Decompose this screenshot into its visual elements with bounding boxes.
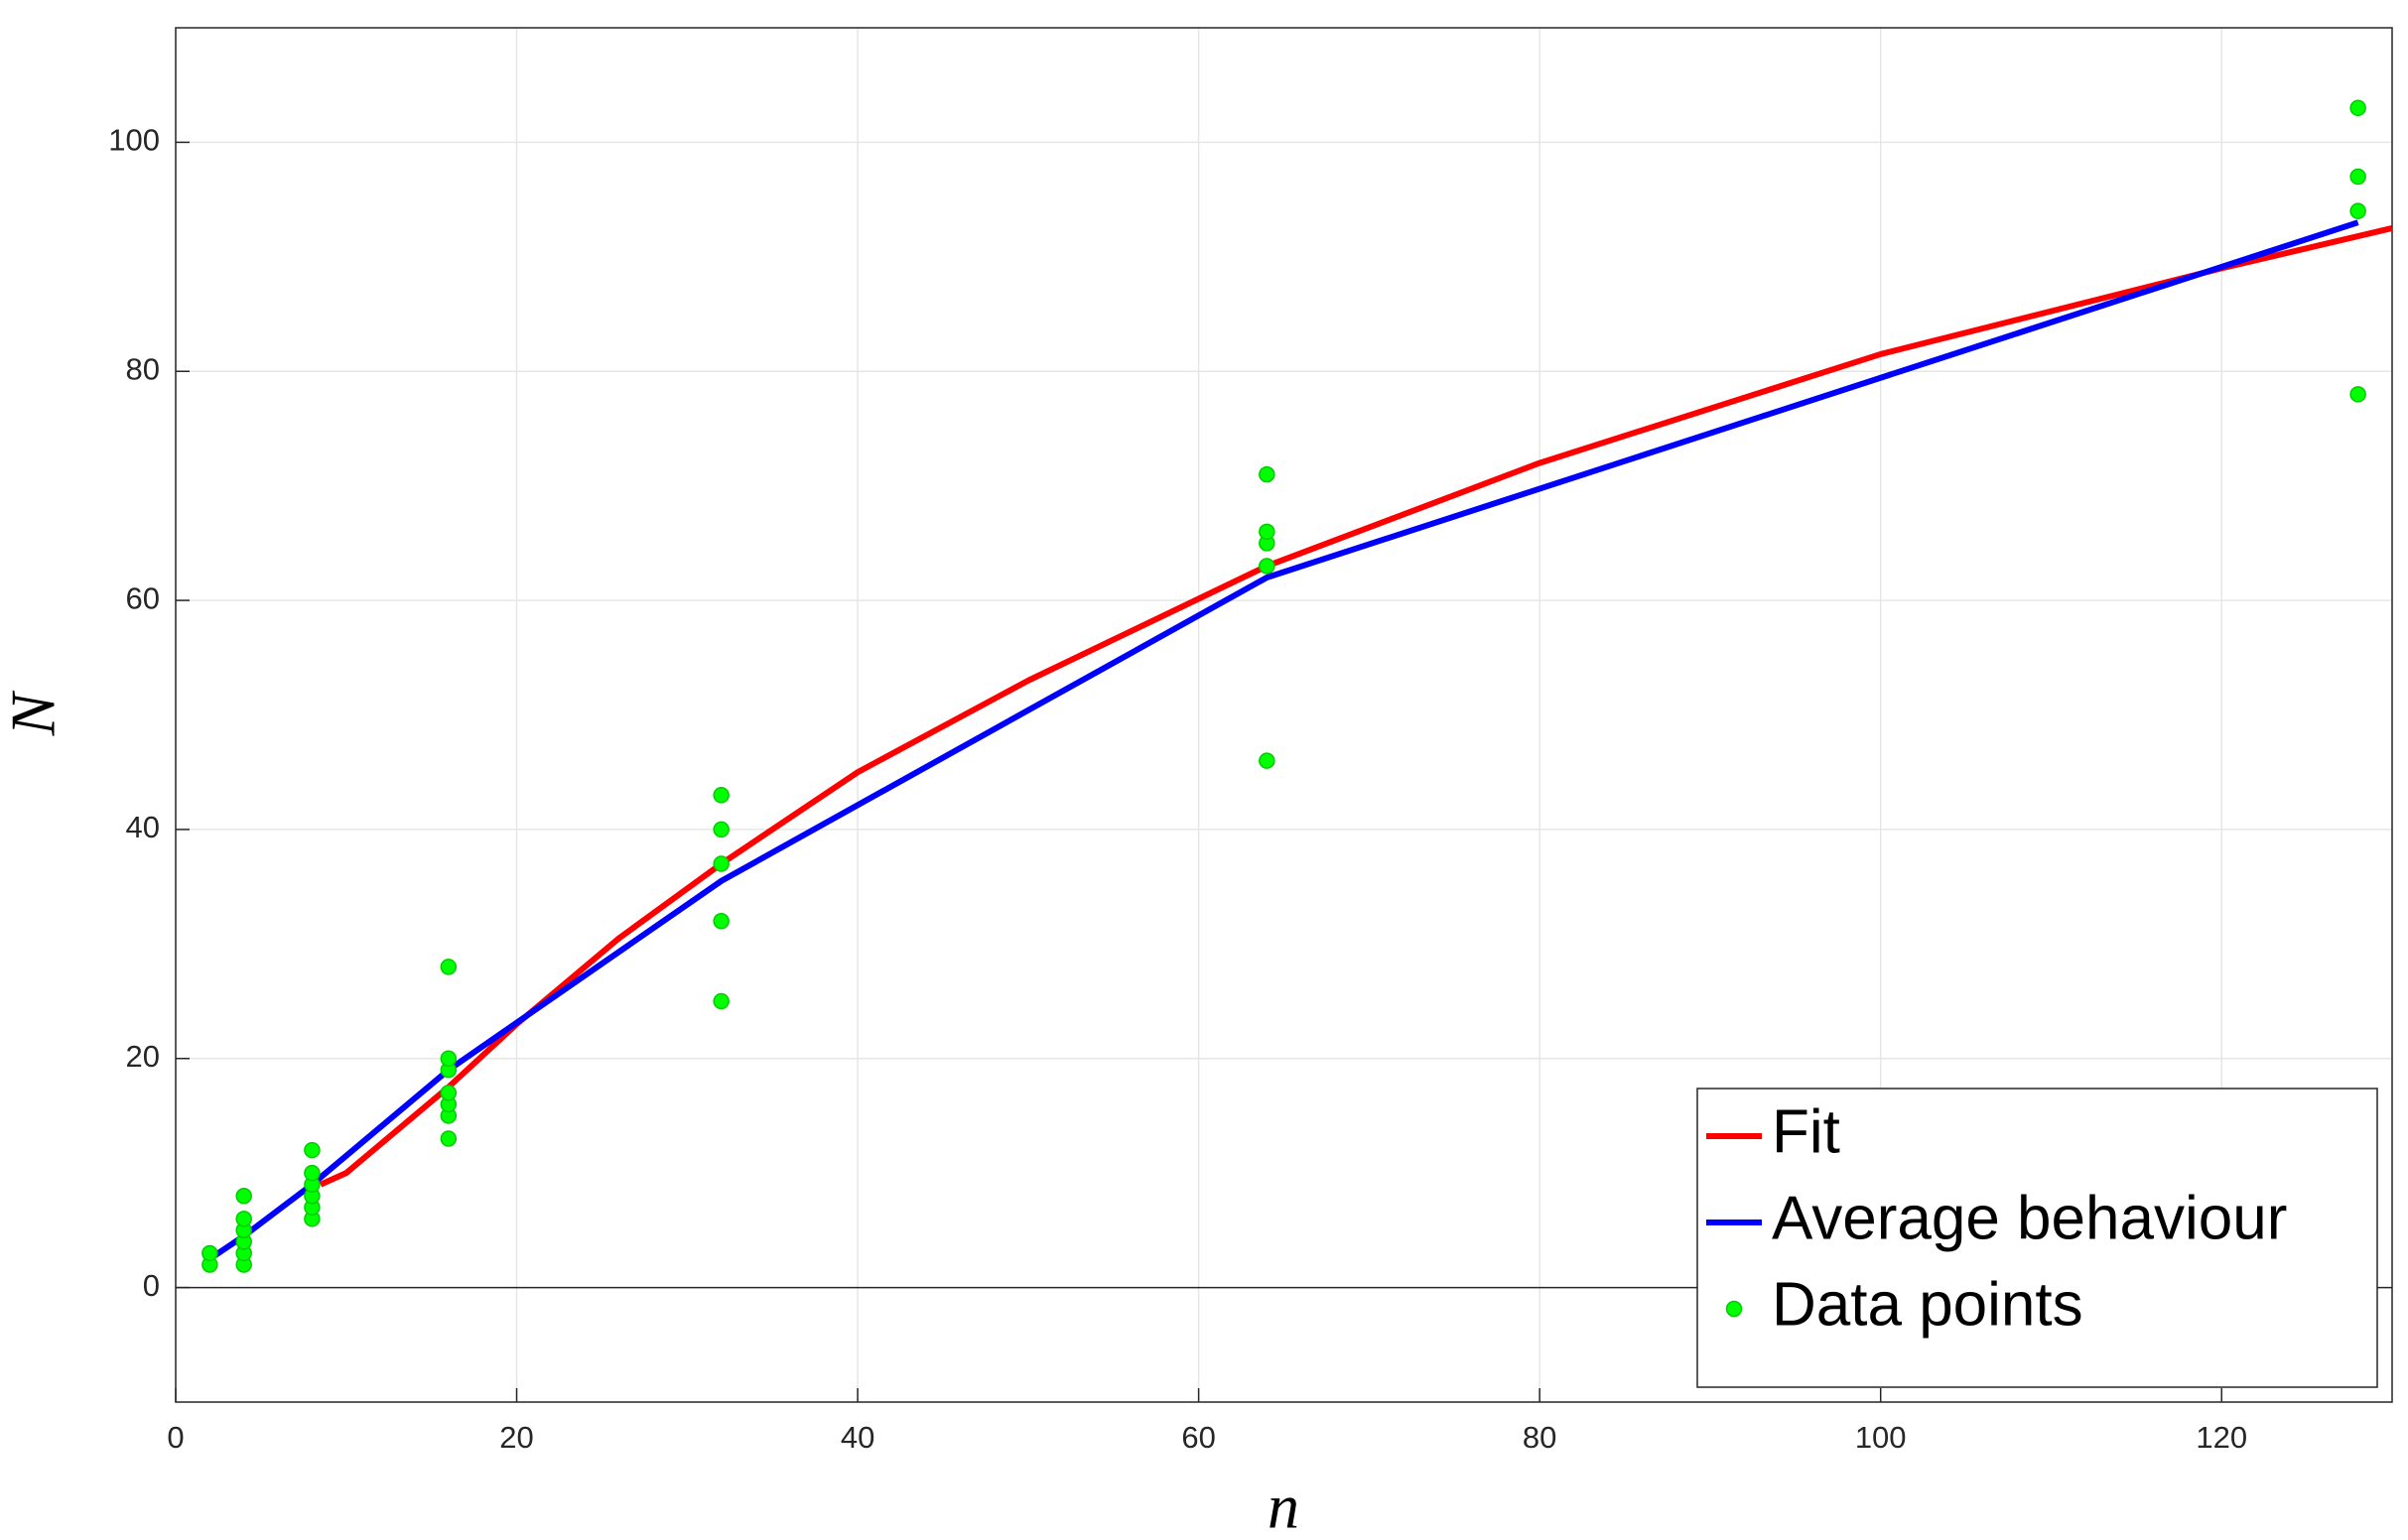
data-point (304, 1141, 321, 1159)
x-tick-label: 80 (1523, 1420, 1556, 1455)
x-tick-label: 40 (841, 1420, 874, 1455)
line-series (319, 225, 2393, 1188)
data-point (201, 1244, 218, 1262)
legend-label: Data points (1772, 1270, 2083, 1339)
x-tick-label: 60 (1181, 1420, 1215, 1455)
x-tick-label: 100 (1855, 1420, 1907, 1455)
data-point (2349, 99, 2366, 117)
x-tick-label: 20 (499, 1420, 533, 1455)
data-point (713, 787, 730, 804)
data-point (235, 1188, 252, 1205)
data-point (1259, 752, 1275, 769)
data-point (1259, 465, 1275, 483)
y-tick-label: 60 (126, 580, 160, 615)
legend: Fit Average behaviour Data points (1696, 1088, 2378, 1388)
data-point (2349, 386, 2366, 403)
data-point (2349, 168, 2366, 186)
y-tick-label: 100 (108, 123, 160, 158)
y-tick-label: 20 (126, 1039, 160, 1074)
x-tick-label: 120 (2196, 1420, 2247, 1455)
data-point (713, 821, 730, 838)
x-axis-label: n (1268, 1472, 1299, 1540)
plot-frame (175, 27, 2393, 1403)
y-axis-label: N (0, 690, 68, 736)
data-point (235, 1211, 252, 1227)
y-tick-label: 80 (126, 351, 160, 386)
data-point (1259, 558, 1275, 575)
data-point (713, 855, 730, 872)
data-point (304, 1164, 321, 1182)
legend-box (1696, 1088, 2378, 1388)
data-point (440, 1130, 458, 1147)
legend-symbol (1725, 1300, 1743, 1318)
data-point (1259, 523, 1275, 541)
legend-label: Average behaviour (1772, 1184, 2287, 1252)
data-point (2349, 202, 2366, 219)
data-point (440, 1085, 458, 1101)
data-point (713, 913, 730, 930)
data-point (713, 992, 730, 1010)
y-tick-label: 0 (143, 1268, 160, 1303)
data-point (440, 959, 458, 975)
legend-label: Fit (1772, 1097, 1840, 1166)
data-point (440, 1050, 458, 1067)
x-tick-label: 0 (167, 1420, 184, 1455)
y-tick-label: 40 (126, 810, 160, 844)
